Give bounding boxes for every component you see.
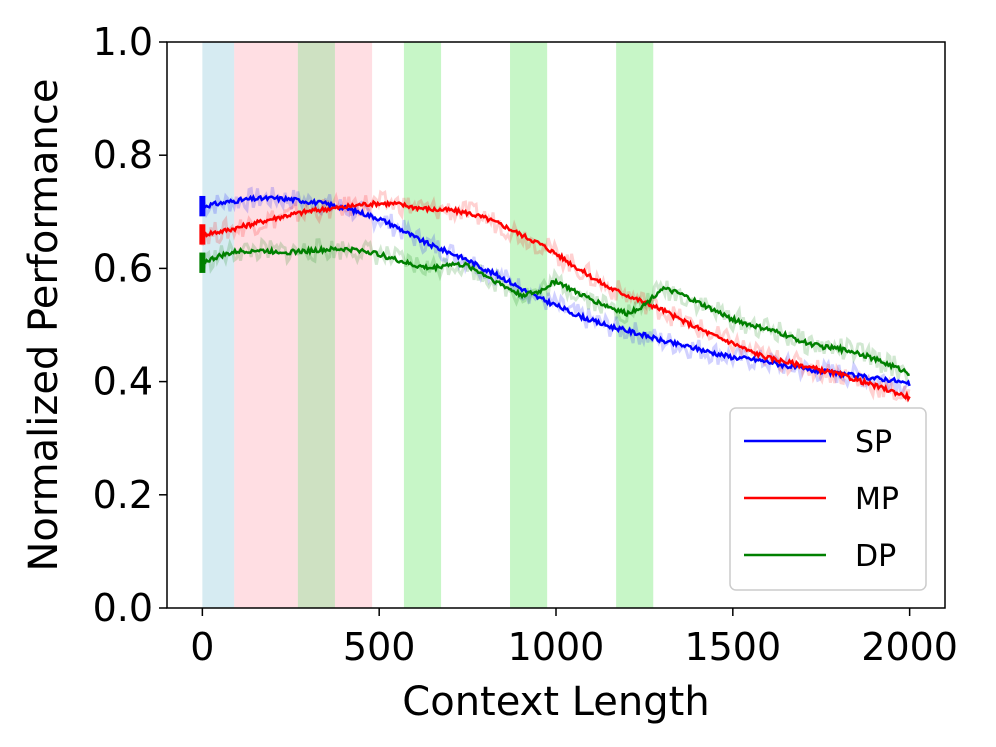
shaded-region-0 — [202, 42, 235, 608]
series-line-mp — [201, 199, 911, 403]
shaded-bands — [202, 42, 654, 608]
legend-label-mp: MP — [855, 482, 899, 517]
legend-label-dp: DP — [855, 539, 896, 574]
series-variance-mp — [200, 189, 911, 402]
shaded-region-3 — [334, 42, 373, 608]
legend-label-sp: SP — [855, 425, 892, 460]
x-axis-ticks: 0 500 1000 1500 2000 — [190, 608, 958, 669]
series-variance-dp — [201, 236, 911, 385]
x-tick-label: 2000 — [861, 625, 958, 669]
legend: SP MP DP — [729, 407, 927, 591]
y-tick-label: 0.2 — [93, 473, 153, 517]
x-tick-label: 1500 — [684, 625, 781, 669]
x-tick-label: 0 — [190, 625, 214, 669]
y-axis-ticks: 0.0 0.2 0.4 0.6 0.8 1.0 — [93, 20, 167, 630]
shaded-region-4 — [403, 42, 442, 608]
shaded-region-1 — [234, 42, 298, 608]
y-tick-label: 0.4 — [93, 360, 153, 404]
y-tick-label: 1.0 — [93, 20, 153, 64]
y-tick-label: 0.0 — [93, 586, 153, 630]
series-lines — [199, 194, 911, 403]
y-axis-label: Normalized Performance — [21, 78, 67, 571]
y-tick-label: 0.6 — [93, 246, 153, 290]
shaded-region-2 — [297, 42, 335, 608]
shaded-region-5 — [510, 42, 548, 608]
x-axis-label: Context Length — [402, 679, 709, 725]
y-tick-label: 0.8 — [93, 133, 153, 177]
shaded-region-6 — [616, 42, 654, 608]
legend-box — [729, 407, 927, 591]
series-line-sp — [201, 194, 911, 387]
series-line-dp — [201, 244, 911, 377]
x-tick-label: 1000 — [508, 625, 605, 669]
x-tick-label: 500 — [343, 625, 416, 669]
